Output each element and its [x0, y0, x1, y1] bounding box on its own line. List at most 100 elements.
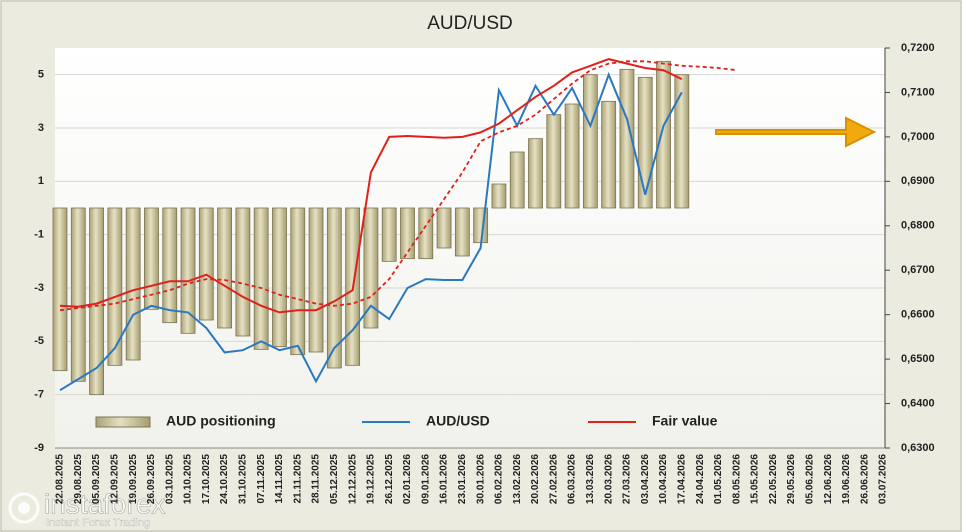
- x-tick-label: 27.03.2026: [622, 454, 633, 504]
- x-tick-label: 13.02.2026: [512, 454, 523, 504]
- x-tick-label: 02.01.2026: [402, 454, 413, 504]
- x-tick-label: 15.05.2026: [750, 454, 761, 504]
- bar: [509, 151, 525, 209]
- x-tick-label: 06.02.2026: [494, 454, 505, 504]
- forecast-arrow: [715, 116, 877, 148]
- y2-tick-label: 0,6300: [901, 442, 935, 454]
- x-tick-label: 19.12.2025: [366, 454, 377, 504]
- bar: [619, 68, 635, 209]
- x-tick-label: 19.09.2025: [128, 454, 139, 504]
- x-tick-label: 29.05.2026: [786, 454, 797, 504]
- bar: [107, 207, 123, 366]
- x-tick-label: 21.11.2025: [292, 454, 303, 504]
- y2-tick-label: 0,6400: [901, 397, 935, 409]
- y2-tick-label: 0,7000: [901, 131, 935, 143]
- y-tick-label: -5: [34, 335, 44, 347]
- bar: [52, 207, 68, 372]
- x-tick-label: 14.11.2025: [274, 454, 285, 504]
- y-tick-label: -7: [34, 389, 44, 401]
- x-tick-label: 28.11.2025: [311, 454, 322, 504]
- bar: [253, 207, 269, 350]
- bar: [162, 207, 178, 324]
- legend-label: Fair value: [652, 413, 718, 429]
- bar: [308, 207, 324, 353]
- line: [59, 71, 683, 392]
- x-tick-label: 03.04.2026: [640, 454, 651, 504]
- x-tick-label: 06.03.2026: [567, 454, 578, 504]
- plot-area: [55, 48, 885, 448]
- x-tick-label: 13.03.2026: [585, 454, 596, 504]
- x-tick-label: 17.04.2026: [676, 454, 687, 504]
- x-tick-label: 05.12.2025: [329, 454, 340, 504]
- x-tick-label: 05.09.2025: [91, 454, 102, 504]
- x-tick-label: 27.02.2026: [548, 454, 559, 504]
- y2-tick-label: 0,6500: [901, 353, 935, 365]
- bar: [637, 76, 653, 209]
- x-tick-label: 22.05.2026: [768, 454, 779, 504]
- logo-brand: instaforex: [44, 488, 165, 519]
- logo-icon: [18, 502, 30, 514]
- logo-icon: [8, 492, 40, 524]
- x-tick-label: 10.10.2025: [183, 454, 194, 504]
- bar: [564, 103, 580, 209]
- line: [59, 58, 683, 314]
- x-tick-label: 12.12.2025: [347, 454, 358, 504]
- x-tick-label: 17.10.2025: [201, 454, 212, 504]
- x-tick-label: 26.12.2025: [384, 454, 395, 504]
- bar: [235, 207, 251, 337]
- y2-tick-label: 0,7100: [901, 86, 935, 98]
- x-tick-label: 08.05.2026: [731, 454, 742, 504]
- x-tick-label: 01.05.2026: [713, 454, 724, 504]
- y2-tick-label: 0,6900: [901, 175, 935, 187]
- x-tick-label: 24.04.2026: [695, 454, 706, 504]
- x-tick-label: 07.11.2025: [256, 454, 267, 504]
- y2-tick-label: 0,6800: [901, 220, 935, 232]
- y2-tick-label: 0,7200: [901, 42, 935, 54]
- x-tick-label: 30.01.2026: [475, 454, 486, 504]
- x-tick-label: 26.06.2026: [859, 454, 870, 504]
- x-tick-label: 16.01.2026: [439, 454, 450, 504]
- x-tick-label: 22.08.2025: [55, 454, 66, 504]
- logo: instaforex Instant Forex Trading: [8, 488, 166, 529]
- y2-tick-label: 0,6700: [901, 264, 935, 276]
- x-tick-label: 05.06.2026: [804, 454, 815, 504]
- x-tick-label: 24.10.2025: [219, 454, 230, 504]
- bar: [582, 74, 598, 209]
- bar: [125, 207, 141, 361]
- y2-tick-label: 0,6600: [901, 309, 935, 321]
- bar: [491, 183, 507, 209]
- x-tick-label: 03.07.2026: [878, 454, 889, 504]
- bar: [70, 207, 86, 382]
- x-tick-label: 20.02.2026: [530, 454, 541, 504]
- y-tick-label: 5: [38, 69, 44, 81]
- bar: [290, 207, 306, 356]
- bar: [546, 114, 562, 209]
- bar: [400, 207, 415, 260]
- x-tick-label: 09.01.2026: [420, 454, 431, 504]
- bar: [601, 100, 617, 209]
- bar: [436, 207, 452, 249]
- bar: [454, 207, 470, 257]
- bar: [674, 74, 690, 209]
- x-tick-label: 12.09.2025: [110, 454, 121, 504]
- bar: [198, 207, 214, 321]
- chart-title: AUD/USD: [427, 13, 513, 34]
- trend-line: [59, 60, 737, 312]
- x-tick-label: 03.10.2025: [164, 454, 175, 504]
- x-tick-label: 23.01.2026: [457, 454, 468, 504]
- x-tick-label: 29.08.2025: [73, 454, 84, 504]
- bar: [217, 207, 233, 329]
- x-tick-label: 26.09.2025: [146, 454, 157, 504]
- y-tick-label: -9: [34, 442, 44, 454]
- x-tick-label: 12.06.2026: [823, 454, 834, 504]
- bar: [180, 207, 196, 334]
- legend-label: AUD/USD: [426, 413, 490, 429]
- y-tick-label: 1: [38, 175, 44, 187]
- x-tick-label: 19.06.2026: [841, 454, 852, 504]
- bar: [381, 207, 397, 262]
- bar: [656, 60, 671, 209]
- x-tick-label: 10.04.2026: [658, 454, 669, 504]
- bar: [272, 207, 287, 348]
- logo-tagline: Instant Forex Trading: [46, 517, 150, 529]
